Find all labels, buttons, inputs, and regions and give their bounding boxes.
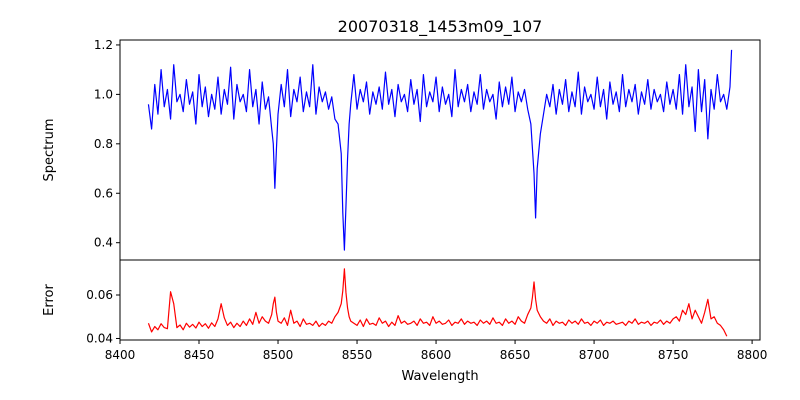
x-tick-label: 8650 [500, 348, 531, 362]
error-axes-frame [119, 259, 761, 341]
x-axis-label: Wavelength [401, 369, 478, 384]
spectrum-axes-frame [119, 39, 761, 261]
x-tick-label: 8700 [579, 348, 610, 362]
x-tick-label: 8400 [105, 348, 136, 362]
x-tick-label: 8450 [184, 348, 215, 362]
y-axis-label: Error [42, 284, 57, 316]
y-tick-label: 1.0 [94, 87, 113, 101]
x-axis: 8400 8450 8500 8550 8600 8650 8700 8750 8800 [105, 340, 768, 362]
y-tick-label: 1.2 [94, 38, 113, 52]
x-tick-label: 8800 [737, 348, 768, 362]
y-tick-label: 0.4 [94, 236, 113, 250]
spectrum-series-line [147, 49, 733, 251]
x-tick-label: 8550 [342, 348, 373, 362]
y-tick-label: 0.8 [94, 137, 113, 151]
x-tick-label: 8600 [421, 348, 452, 362]
x-tick-label: 8750 [658, 348, 689, 362]
y-tick-label: 0.6 [94, 186, 113, 200]
panel-error: 0.04 0.06 Error [42, 259, 761, 345]
chart-title: 20070318_1453m09_107 [338, 17, 543, 37]
y-tick-label: 0.06 [86, 288, 113, 302]
error-series-line [147, 268, 728, 337]
panel-spectrum: 0.4 0.6 0.8 1.0 1.2 Spectrum [42, 38, 761, 261]
plot-layer: 0.4 0.6 0.8 1.0 1.2 Spectrum 0.04 0.06 Error 8400… [42, 38, 767, 362]
x-tick-label: 8500 [263, 348, 294, 362]
y-tick-label: 0.04 [86, 331, 113, 345]
y-axis-label: Spectrum [42, 119, 57, 182]
